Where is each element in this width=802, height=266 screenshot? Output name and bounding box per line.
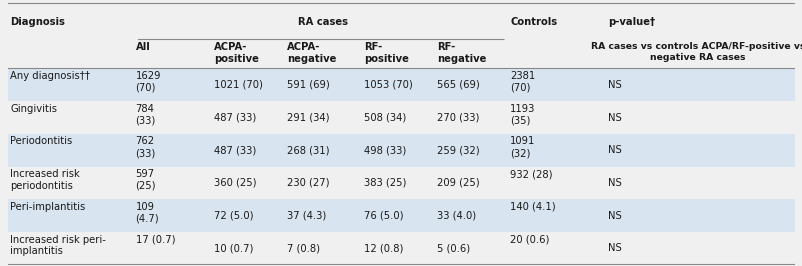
Text: 20 (0.6): 20 (0.6) [509, 235, 549, 245]
Text: 17 (0.7): 17 (0.7) [136, 235, 175, 245]
Text: 109
(4.7): 109 (4.7) [136, 202, 159, 223]
Text: ACPA-
positive: ACPA- positive [214, 42, 259, 64]
Text: Diagnosis: Diagnosis [10, 17, 65, 27]
Text: 140 (4.1): 140 (4.1) [509, 202, 555, 212]
Text: RA cases vs controls ACPA/RF-positive vs
negative RA cases: RA cases vs controls ACPA/RF-positive vs… [590, 42, 802, 61]
Text: Controls: Controls [509, 17, 557, 27]
Text: 360 (25): 360 (25) [214, 178, 257, 188]
Text: 1193
(35): 1193 (35) [509, 104, 535, 125]
Text: 1053 (70): 1053 (70) [363, 80, 412, 90]
Text: 383 (25): 383 (25) [363, 178, 406, 188]
Text: 259 (32): 259 (32) [436, 145, 479, 155]
Text: 1091
(32): 1091 (32) [509, 136, 535, 158]
Text: 72 (5.0): 72 (5.0) [214, 211, 253, 221]
Text: RA cases: RA cases [298, 17, 347, 27]
Text: 7 (0.8): 7 (0.8) [287, 243, 320, 253]
Bar [8, 134, 794, 167]
Text: 487 (33): 487 (33) [214, 113, 256, 123]
Text: NS: NS [607, 211, 621, 221]
Text: 591 (69): 591 (69) [287, 80, 330, 90]
Text: 565 (69): 565 (69) [436, 80, 479, 90]
Text: 209 (25): 209 (25) [436, 178, 479, 188]
Text: 230 (27): 230 (27) [287, 178, 330, 188]
Text: 268 (31): 268 (31) [287, 145, 330, 155]
Text: Increased risk
periodontitis: Increased risk periodontitis [10, 169, 80, 191]
Text: NS: NS [607, 113, 621, 123]
Text: 508 (34): 508 (34) [363, 113, 406, 123]
Text: NS: NS [607, 243, 621, 253]
Text: 291 (34): 291 (34) [287, 113, 330, 123]
Text: NS: NS [607, 80, 621, 90]
Text: ACPA-
negative: ACPA- negative [287, 42, 336, 64]
Text: 76 (5.0): 76 (5.0) [363, 211, 403, 221]
Text: Peri-implantitis: Peri-implantitis [10, 202, 86, 212]
Text: RF-
positive: RF- positive [363, 42, 408, 64]
Text: Gingivitis: Gingivitis [10, 104, 57, 114]
Text: 5 (0.6): 5 (0.6) [436, 243, 469, 253]
Text: 932 (28): 932 (28) [509, 169, 552, 179]
Bar [8, 68, 794, 101]
Text: 2381
(70): 2381 (70) [509, 71, 535, 93]
Text: 12 (0.8): 12 (0.8) [363, 243, 403, 253]
Text: 762
(33): 762 (33) [136, 136, 156, 158]
Text: 498 (33): 498 (33) [363, 145, 406, 155]
Text: 597
(25): 597 (25) [136, 169, 156, 191]
Text: 1629
(70): 1629 (70) [136, 71, 161, 93]
Text: p-value†: p-value† [607, 17, 654, 27]
Text: 1021 (70): 1021 (70) [214, 80, 263, 90]
Text: NS: NS [607, 145, 621, 155]
Text: Increased risk peri-
implantitis: Increased risk peri- implantitis [10, 235, 106, 256]
Bar [8, 199, 794, 232]
Text: 10 (0.7): 10 (0.7) [214, 243, 253, 253]
Text: 487 (33): 487 (33) [214, 145, 256, 155]
Text: RF-
negative: RF- negative [436, 42, 486, 64]
Text: NS: NS [607, 178, 621, 188]
Text: 784
(33): 784 (33) [136, 104, 156, 125]
Text: All: All [136, 42, 150, 52]
Text: 33 (4.0): 33 (4.0) [436, 211, 476, 221]
Text: Any diagnosis††: Any diagnosis†† [10, 71, 91, 81]
Text: 37 (4.3): 37 (4.3) [287, 211, 326, 221]
Text: 270 (33): 270 (33) [436, 113, 479, 123]
Text: Periodontitis: Periodontitis [10, 136, 72, 147]
